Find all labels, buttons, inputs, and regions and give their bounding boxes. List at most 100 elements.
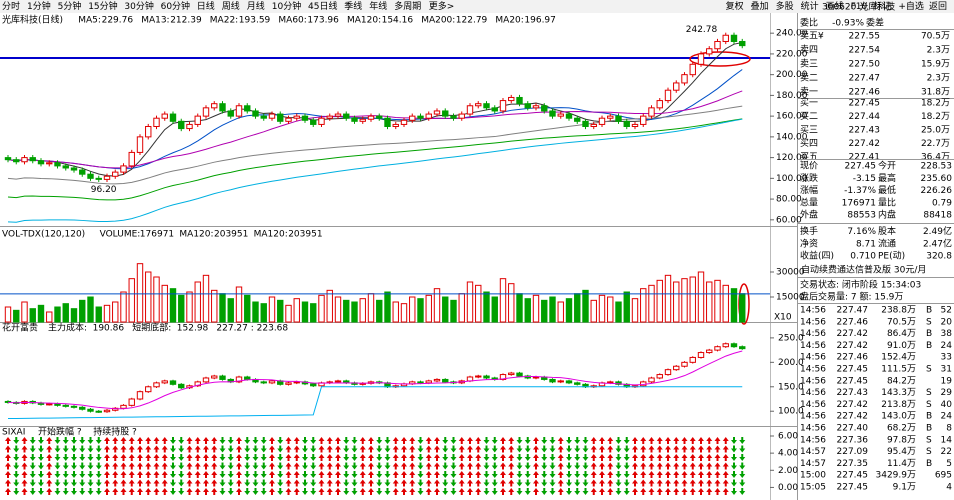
candle bbox=[466, 105, 474, 115]
signal-arrow bbox=[153, 479, 160, 487]
signal-arrow bbox=[71, 462, 77, 470]
trade-time: 14:56 bbox=[800, 353, 826, 363]
signal-arrow bbox=[590, 462, 597, 470]
tool-button[interactable]: +自选 bbox=[898, 0, 924, 12]
signal-arrow bbox=[359, 479, 366, 487]
tool-button[interactable]: 统计 bbox=[801, 0, 819, 12]
promo-banner[interactable]: 自动续费通达信普及版 30元/月 bbox=[801, 264, 926, 276]
period-tab[interactable]: 5分钟 bbox=[58, 0, 82, 12]
signal-arrow bbox=[392, 488, 399, 495]
period-tab[interactable]: 日线 bbox=[197, 0, 215, 12]
indicator-name: 主力成本: bbox=[48, 322, 87, 334]
signal-arrow bbox=[368, 445, 374, 453]
signal-arrow bbox=[673, 479, 680, 487]
signal-arrow bbox=[351, 479, 358, 487]
signal-arrow bbox=[401, 462, 407, 470]
tool-button[interactable]: 叠加 bbox=[751, 1, 769, 12]
signal-arrow bbox=[186, 437, 193, 444]
period-tab[interactable]: 周线 bbox=[222, 0, 240, 12]
tool-button[interactable]: 标记 bbox=[873, 0, 891, 12]
signal-arrow bbox=[425, 488, 432, 495]
signal-arrow bbox=[87, 454, 94, 461]
signal-arrow bbox=[153, 462, 160, 470]
trade-time: 14:56 bbox=[800, 306, 826, 316]
candle bbox=[70, 167, 78, 171]
volume-bar bbox=[384, 291, 391, 323]
signal-arrow bbox=[434, 471, 440, 478]
period-tab[interactable]: 分时 bbox=[2, 0, 20, 12]
period-tab[interactable]: 60分钟 bbox=[161, 0, 190, 12]
signal-arrow bbox=[269, 437, 275, 444]
tool-button[interactable]: 复权 bbox=[726, 0, 744, 12]
tool-button[interactable]: 多股 bbox=[776, 0, 794, 12]
volume-bar bbox=[499, 278, 507, 323]
signal-arrow bbox=[524, 454, 531, 461]
signal-arrow bbox=[178, 462, 185, 470]
signal-arrow bbox=[227, 454, 234, 461]
signal-arrow bbox=[260, 445, 267, 453]
period-tab[interactable]: 45日线 bbox=[308, 0, 337, 12]
signal-arrow bbox=[706, 488, 713, 495]
signal-arrow bbox=[277, 462, 284, 470]
candle-secondary bbox=[178, 383, 185, 389]
period-tab[interactable]: 10分钟 bbox=[272, 0, 301, 12]
panel-title: VOL-TDX(120,120) bbox=[2, 230, 85, 240]
signal-arrow bbox=[409, 479, 416, 487]
trade-amount: 95.4万 bbox=[887, 447, 916, 457]
candle bbox=[202, 107, 210, 117]
signal-arrow bbox=[104, 479, 110, 487]
signal-arrow bbox=[79, 479, 86, 487]
signal-arrow bbox=[483, 445, 490, 453]
signal-arrow bbox=[203, 445, 209, 453]
volume-bar bbox=[87, 296, 94, 323]
trade-time: 14:57 bbox=[800, 447, 826, 457]
signal-arrow bbox=[500, 471, 506, 478]
bid-label: 买三 bbox=[800, 125, 818, 136]
trade-price: 227.42 bbox=[837, 329, 869, 339]
period-tab[interactable]: 15分钟 bbox=[88, 0, 117, 12]
period-tab[interactable]: 30分钟 bbox=[124, 0, 153, 12]
candle-secondary bbox=[565, 380, 573, 384]
indicator-value: 193.59 bbox=[239, 16, 271, 26]
signal-arrow bbox=[392, 445, 399, 453]
signal-arrow bbox=[186, 479, 193, 487]
period-tab[interactable]: 更多> bbox=[429, 0, 455, 12]
signal-arrow bbox=[351, 488, 358, 495]
signal-arrow bbox=[285, 462, 292, 470]
signal-arrow bbox=[698, 445, 704, 453]
period-tab[interactable]: 年线 bbox=[369, 0, 387, 12]
period-tab[interactable]: 1分钟 bbox=[27, 0, 51, 12]
quote-cell: 2.47亿 bbox=[923, 237, 952, 249]
signal-arrow bbox=[87, 445, 94, 453]
signal-arrow bbox=[566, 471, 572, 478]
signal-arrow bbox=[46, 454, 53, 461]
trade-time: 14:56 bbox=[800, 376, 826, 386]
tool-button[interactable]: F10 bbox=[851, 2, 868, 12]
trade-count: 22 bbox=[941, 447, 952, 457]
signal-arrow bbox=[442, 462, 449, 470]
candle bbox=[21, 157, 28, 163]
candle bbox=[252, 110, 259, 117]
signal-arrow bbox=[648, 488, 655, 495]
signal-arrow bbox=[236, 462, 242, 470]
volume-bar bbox=[359, 298, 366, 323]
signal-arrow bbox=[401, 437, 407, 444]
signal-arrow bbox=[417, 488, 424, 495]
tool-button[interactable]: 画线 bbox=[826, 0, 844, 12]
candle-secondary bbox=[433, 378, 441, 382]
period-tab[interactable]: 月线 bbox=[247, 0, 265, 12]
ask-volume: 2.3万 bbox=[927, 46, 950, 56]
signal-arrow bbox=[458, 437, 465, 444]
signal-arrow bbox=[549, 479, 556, 487]
highlight-ellipse bbox=[689, 51, 751, 67]
signal-arrow bbox=[318, 462, 325, 470]
signal-arrow bbox=[285, 454, 292, 461]
candle-secondary bbox=[499, 374, 507, 380]
period-tab[interactable]: 多周期 bbox=[394, 0, 421, 12]
period-tab[interactable]: 季线 bbox=[344, 0, 362, 12]
signal-arrow bbox=[359, 437, 366, 444]
signal-arrow bbox=[475, 471, 482, 478]
tool-button[interactable]: 返回 bbox=[929, 0, 947, 12]
signal-arrow bbox=[277, 479, 284, 487]
candle bbox=[532, 105, 540, 109]
